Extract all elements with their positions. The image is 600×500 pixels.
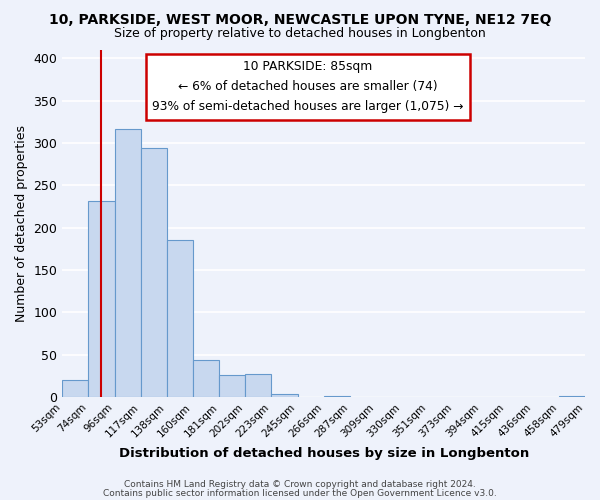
Bar	[245, 374, 271, 397]
Bar	[559, 396, 585, 397]
Text: 10, PARKSIDE, WEST MOOR, NEWCASTLE UPON TYNE, NE12 7EQ: 10, PARKSIDE, WEST MOOR, NEWCASTLE UPON …	[49, 12, 551, 26]
Text: Contains HM Land Registry data © Crown copyright and database right 2024.: Contains HM Land Registry data © Crown c…	[124, 480, 476, 489]
Text: Contains public sector information licensed under the Open Government Licence v3: Contains public sector information licen…	[103, 488, 497, 498]
Bar	[193, 360, 219, 397]
Bar	[62, 380, 88, 397]
Bar	[115, 128, 140, 397]
Y-axis label: Number of detached properties: Number of detached properties	[15, 125, 28, 322]
Bar	[140, 148, 167, 397]
Text: 10 PARKSIDE: 85sqm
← 6% of detached houses are smaller (74)
93% of semi-detached: 10 PARKSIDE: 85sqm ← 6% of detached hous…	[152, 60, 464, 114]
X-axis label: Distribution of detached houses by size in Longbenton: Distribution of detached houses by size …	[119, 447, 529, 460]
Bar	[271, 394, 298, 397]
Bar	[167, 240, 193, 397]
Bar	[88, 200, 115, 397]
Text: Size of property relative to detached houses in Longbenton: Size of property relative to detached ho…	[114, 28, 486, 40]
Bar	[219, 375, 245, 397]
Bar	[323, 396, 350, 397]
